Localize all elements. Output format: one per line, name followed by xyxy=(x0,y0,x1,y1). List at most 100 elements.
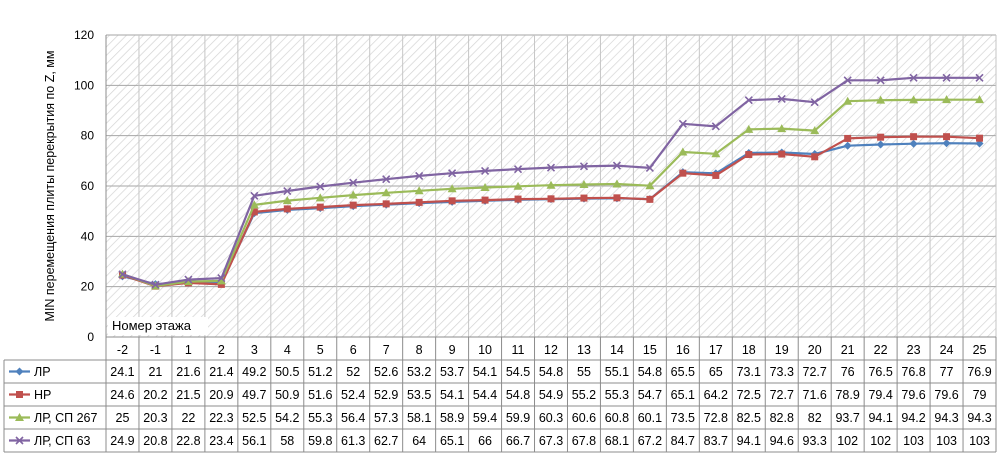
data-label: 21.6 xyxy=(176,365,200,379)
data-point-marker xyxy=(843,96,853,105)
data-label: 53.5 xyxy=(407,388,431,402)
x-tick-label: -2 xyxy=(117,343,128,357)
data-label: 49.7 xyxy=(242,388,266,402)
data-label: 73.5 xyxy=(671,411,695,425)
data-point-marker xyxy=(711,122,720,131)
data-point-marker xyxy=(679,169,687,177)
data-label: 72.5 xyxy=(737,388,761,402)
data-label: 22.3 xyxy=(209,411,233,425)
data-label: 51.2 xyxy=(308,365,332,379)
data-label: 54.1 xyxy=(440,388,464,402)
data-label: 22 xyxy=(181,411,195,425)
data-point-marker xyxy=(415,198,423,206)
data-point-marker xyxy=(876,76,885,85)
data-point-marker xyxy=(481,166,490,175)
data-point-marker xyxy=(579,162,589,171)
data-point-marker xyxy=(282,196,292,205)
data-label: 65.1 xyxy=(440,434,464,448)
data-point-marker xyxy=(481,196,489,204)
data-point-marker xyxy=(217,280,225,288)
data-label: 71.6 xyxy=(803,388,827,402)
data-point-marker xyxy=(183,277,193,286)
data-label: 60.1 xyxy=(638,411,662,425)
data-label: 73.1 xyxy=(737,365,761,379)
x-tick-label: -1 xyxy=(150,343,161,357)
data-label: 72.7 xyxy=(770,388,794,402)
data-label: 67.8 xyxy=(572,434,596,448)
x-axis-title-background xyxy=(108,317,208,335)
data-point-marker xyxy=(448,197,456,205)
y-tick-label: 120 xyxy=(74,28,94,42)
data-label: 78.9 xyxy=(835,388,859,402)
series-layer xyxy=(117,73,985,290)
data-point-marker xyxy=(810,126,820,135)
legend-label: ЛР xyxy=(34,365,51,379)
x-tick-label: 5 xyxy=(317,343,324,357)
data-label: 103 xyxy=(936,434,957,448)
x-tick-label: 2 xyxy=(218,343,225,357)
data-label: 79.6 xyxy=(901,388,925,402)
legend-key xyxy=(9,391,30,398)
data-label: 64 xyxy=(412,434,426,448)
data-label: 94.3 xyxy=(934,411,958,425)
data-point-marker xyxy=(382,175,391,184)
data-point-marker xyxy=(217,274,226,283)
x-tick-label: 7 xyxy=(383,343,390,357)
data-label: 52.6 xyxy=(374,365,398,379)
data-label: 93.3 xyxy=(803,434,827,448)
data-point-marker xyxy=(744,96,753,105)
y-tick-label: 20 xyxy=(81,280,95,294)
x-tick-label: 12 xyxy=(544,343,558,357)
y-tick-label: 0 xyxy=(87,330,94,344)
series-2 xyxy=(118,133,984,290)
data-label: 55 xyxy=(577,365,591,379)
data-label: 65 xyxy=(709,365,723,379)
data-label: 94.1 xyxy=(737,434,761,448)
data-label: 20.9 xyxy=(209,388,233,402)
data-label: 56.4 xyxy=(341,411,365,425)
data-label: 20.3 xyxy=(143,411,167,425)
data-point-marker xyxy=(381,188,391,197)
data-label: 59.8 xyxy=(308,434,332,448)
data-point-marker xyxy=(612,179,622,188)
data-label: 79.4 xyxy=(868,388,892,402)
data-label: 53.7 xyxy=(440,365,464,379)
data-label: 50.5 xyxy=(275,365,299,379)
data-point-marker xyxy=(844,134,852,142)
x-tick-label: 23 xyxy=(907,343,921,357)
data-point-marker xyxy=(513,181,523,190)
data-label: 52.5 xyxy=(242,411,266,425)
data-point-marker xyxy=(843,76,852,85)
data-point-marker xyxy=(283,186,292,196)
data-label: 58.9 xyxy=(440,411,464,425)
data-point-marker xyxy=(613,194,621,202)
data-point-marker xyxy=(382,200,390,208)
data-point-marker xyxy=(579,179,589,188)
data-point-marker xyxy=(513,165,523,174)
data-point-marker xyxy=(447,184,457,193)
x-tick-label: 1 xyxy=(185,343,192,357)
data-label: 102 xyxy=(837,434,858,448)
data-label: 66.7 xyxy=(506,434,530,448)
data-label: 20.8 xyxy=(143,434,167,448)
x-tick-label: 25 xyxy=(973,343,987,357)
data-label: 79 xyxy=(973,388,987,402)
data-label: 54.9 xyxy=(539,388,563,402)
data-point-marker xyxy=(876,140,885,149)
data-point-marker xyxy=(216,276,226,285)
x-tick-label: 22 xyxy=(874,343,888,357)
data-label: 56.1 xyxy=(242,434,266,448)
x-tick-label: 6 xyxy=(350,343,357,357)
data-label: 94.1 xyxy=(868,411,892,425)
data-label: 54.8 xyxy=(539,365,563,379)
data-label: 59.4 xyxy=(473,411,497,425)
data-point-marker xyxy=(184,275,193,284)
data-point-marker xyxy=(975,73,984,82)
data-label: 55.2 xyxy=(572,388,596,402)
legend-key xyxy=(9,413,30,421)
data-point-marker xyxy=(777,124,787,133)
data-label: 67.3 xyxy=(539,434,563,448)
data-label: 54.1 xyxy=(473,365,497,379)
data-point-marker xyxy=(349,201,357,209)
data-point-marker xyxy=(448,169,457,178)
